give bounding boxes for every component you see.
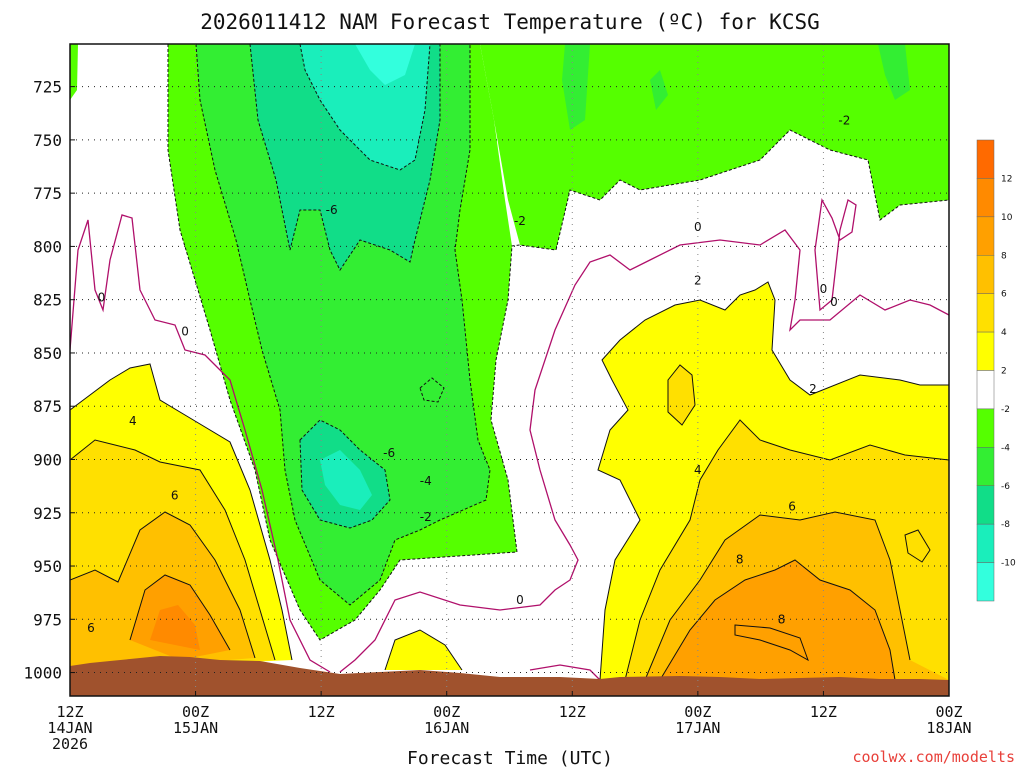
contour-label: -6 bbox=[326, 203, 338, 217]
contour-label: 0 bbox=[830, 295, 838, 309]
y-tick-label: 1000 bbox=[23, 664, 62, 683]
colorbar-swatch bbox=[976, 447, 995, 487]
contour-label: 8 bbox=[778, 612, 786, 626]
x-tick-label: 16JAN bbox=[424, 719, 469, 737]
colorbar-swatch bbox=[976, 255, 995, 294]
colorbar-label: 2 bbox=[1001, 367, 1007, 377]
y-tick-label: 750 bbox=[33, 131, 62, 150]
y-axis: 725 750 775 800 825 850 875 900 925 950 975 1000 bbox=[23, 78, 75, 683]
y-tick-label: 875 bbox=[33, 397, 62, 416]
colorbar-swatch bbox=[976, 408, 995, 448]
contour-label: 0 bbox=[181, 325, 189, 339]
contour-label: -2 bbox=[420, 510, 432, 524]
credit-link[interactable]: coolwx.com/modelts bbox=[852, 748, 1015, 766]
y-tick-label: 975 bbox=[33, 610, 62, 629]
x-tick-label: 12Z bbox=[56, 703, 83, 721]
y-tick-label: 725 bbox=[33, 78, 62, 97]
colorbar-label: 12 bbox=[1001, 174, 1012, 184]
fill-10-to-12-left bbox=[150, 605, 200, 650]
colorbar-swatch bbox=[976, 485, 995, 525]
colorbar-swatch bbox=[976, 139, 995, 179]
x-tick-label: 12Z bbox=[810, 703, 837, 721]
colorbar-label: -6 bbox=[1001, 482, 1010, 492]
x-axis-label: Forecast Time (UTC) bbox=[407, 748, 613, 768]
contour-label: 4 bbox=[129, 414, 137, 428]
fill-8-to-10-right bbox=[660, 560, 895, 680]
plot-frame bbox=[69, 43, 950, 697]
contour-label: 0 bbox=[694, 220, 702, 234]
fill-minus4-to-minus2-upper-right bbox=[480, 44, 949, 250]
y-tick-label: 925 bbox=[33, 504, 62, 523]
contour-label: 0 bbox=[98, 291, 106, 305]
contour-label: 8 bbox=[736, 553, 744, 567]
contour-label: 2 bbox=[809, 382, 817, 396]
y-tick-label: 800 bbox=[33, 237, 62, 256]
x-tick-label: 00Z bbox=[433, 703, 460, 721]
x-tick-label: 17JAN bbox=[675, 719, 720, 737]
contour-label: -4 bbox=[420, 474, 432, 488]
x-tick-label: 12Z bbox=[308, 703, 335, 721]
y-tick-label: 850 bbox=[33, 344, 62, 363]
colorbar-label: 6 bbox=[1001, 290, 1007, 300]
plot-area bbox=[70, 44, 949, 696]
y-tick-label: 775 bbox=[33, 184, 62, 203]
contour-label: -6 bbox=[383, 446, 395, 460]
negative-contours bbox=[167, 44, 949, 641]
contour-label: 0 bbox=[820, 282, 828, 296]
x-tick-label: 00Z bbox=[935, 703, 962, 721]
colorbar-swatch bbox=[976, 523, 995, 563]
colorbar-label: 4 bbox=[1001, 328, 1007, 338]
contour-label: 4 bbox=[694, 463, 702, 477]
x-tick-label: 15JAN bbox=[173, 719, 218, 737]
ground-fill bbox=[70, 656, 949, 696]
positive-contours bbox=[70, 281, 949, 681]
x-tick-label: 00Z bbox=[182, 703, 209, 721]
fill-minus6-to-minus4-small-a bbox=[562, 44, 590, 130]
fill-left-edge-green bbox=[70, 44, 78, 100]
colorbar-swatch bbox=[976, 370, 995, 410]
colorbar-swatch bbox=[976, 293, 995, 333]
x-tick-label: 00Z bbox=[684, 703, 711, 721]
colorbar-swatch bbox=[976, 331, 995, 371]
colorbar-label: 8 bbox=[1001, 251, 1007, 261]
colorbar-label: -2 bbox=[1001, 405, 1010, 415]
zero-contours bbox=[70, 197, 949, 681]
contour-label: 6 bbox=[87, 621, 95, 635]
colorbar-swatch bbox=[976, 216, 995, 256]
contour-label: 0 bbox=[516, 593, 524, 607]
contour-label: 2 bbox=[694, 274, 702, 288]
x-tick-label: 18JAN bbox=[926, 719, 971, 737]
grid-lines bbox=[70, 44, 949, 696]
colorbar-label: 10 bbox=[1001, 213, 1013, 223]
y-tick-label: 950 bbox=[33, 557, 62, 576]
colorbar: 12 10 8 6 4 2 -2 -4 -6 -8 -10 bbox=[976, 139, 1016, 602]
x-tick-label: 14JAN bbox=[47, 719, 92, 737]
fill-minus6-to-minus4-small-b bbox=[650, 70, 668, 110]
y-tick-label: 900 bbox=[33, 450, 62, 469]
chart-title: 2026011412 NAM Forecast Temperature (ºC)… bbox=[200, 10, 820, 34]
colorbar-label: -4 bbox=[1001, 443, 1010, 453]
colorbar-label: -8 bbox=[1001, 520, 1010, 530]
colorbar-label: -10 bbox=[1001, 559, 1016, 569]
fill-warm-blob-a bbox=[668, 365, 695, 425]
fill-below-minus10 bbox=[355, 44, 415, 85]
contour-label: -2 bbox=[838, 114, 850, 128]
colorbar-swatch bbox=[976, 178, 995, 218]
fill-minus10-to-minus8-lower bbox=[320, 450, 372, 510]
x-tick-label: 2026 bbox=[52, 735, 88, 753]
colorbar-swatch bbox=[976, 562, 995, 602]
fill-2-to-4-center bbox=[385, 630, 462, 670]
x-tick-label: 12Z bbox=[559, 703, 586, 721]
y-tick-label: 825 bbox=[33, 291, 62, 310]
contour-label: 6 bbox=[788, 499, 796, 513]
fill-minus6-to-minus4-small-c bbox=[878, 44, 910, 100]
fill-warm-blob-b bbox=[905, 530, 930, 562]
contour-label: 6 bbox=[171, 489, 179, 503]
contour-label: -2 bbox=[514, 214, 526, 228]
